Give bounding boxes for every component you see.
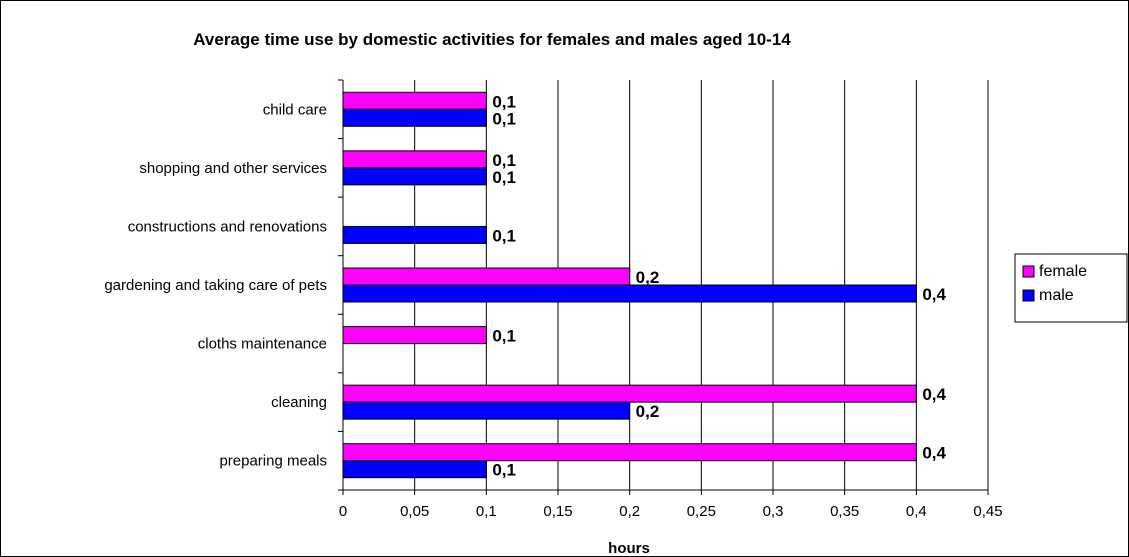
legend-swatch-male [1022,289,1035,302]
bar-male [342,225,487,244]
data-label: 0,1 [492,226,516,245]
bar-female [342,150,487,169]
x-tick-label: 0 [339,503,347,520]
category-label: cloths maintenance [198,336,327,353]
legend-label-female: female [1039,263,1087,280]
x-tick-label: 0,2 [619,503,640,520]
axes: 0 0,05 0,1 0,15 0,2 0,25 0,3 0,35 0,4 0,45 child c… [104,79,1003,520]
x-tick-label: 0,3 [763,503,784,520]
bar-male [342,284,917,303]
legend: female male [1014,253,1128,323]
x-tick-label: 0,15 [543,503,572,520]
data-label: 0,4 [922,285,946,304]
legend-swatch-female [1022,265,1035,278]
bar-male [342,167,487,186]
data-label: 0,1 [492,151,516,170]
category-label: shopping and other services [139,160,327,177]
data-label: 0,1 [492,92,516,111]
legend-label-male: male [1039,287,1074,304]
bar-male [342,401,631,420]
chart-title: Average time use by domestic activities … [193,30,791,49]
legend-box [1014,253,1128,323]
bar-female [342,384,917,403]
x-axis-title: hours [608,540,650,556]
data-label: 0,2 [636,268,660,287]
category-label: constructions and renovations [128,218,327,235]
x-tick-label: 0,45 [973,503,1002,520]
x-tick-label: 0,05 [400,503,429,520]
x-tick-label: 0,1 [476,503,497,520]
x-tick-label: 0,4 [906,503,927,520]
bar-female [342,91,487,110]
category-label: gardening and taking care of pets [104,277,327,294]
data-label: 0,1 [492,109,516,128]
bar-female [342,267,631,286]
data-label: 0,4 [922,444,946,463]
bar-male [342,108,487,127]
data-label: 0,2 [636,402,660,421]
category-label: cleaning [271,394,327,411]
bar-male [342,460,487,479]
category-label: child care [263,101,327,118]
bar-female [342,326,487,345]
data-labels: 0,10,10,10,10,10,20,40,10,40,20,40,1 [492,92,946,479]
data-label: 0,4 [922,385,946,404]
category-label: preparing meals [219,453,327,470]
bar-female [342,443,917,462]
x-tick-label: 0,25 [687,503,716,520]
x-tick-label: 0,35 [830,503,859,520]
data-label: 0,1 [492,461,516,480]
data-label: 0,1 [492,168,516,187]
data-label: 0,1 [492,327,516,346]
